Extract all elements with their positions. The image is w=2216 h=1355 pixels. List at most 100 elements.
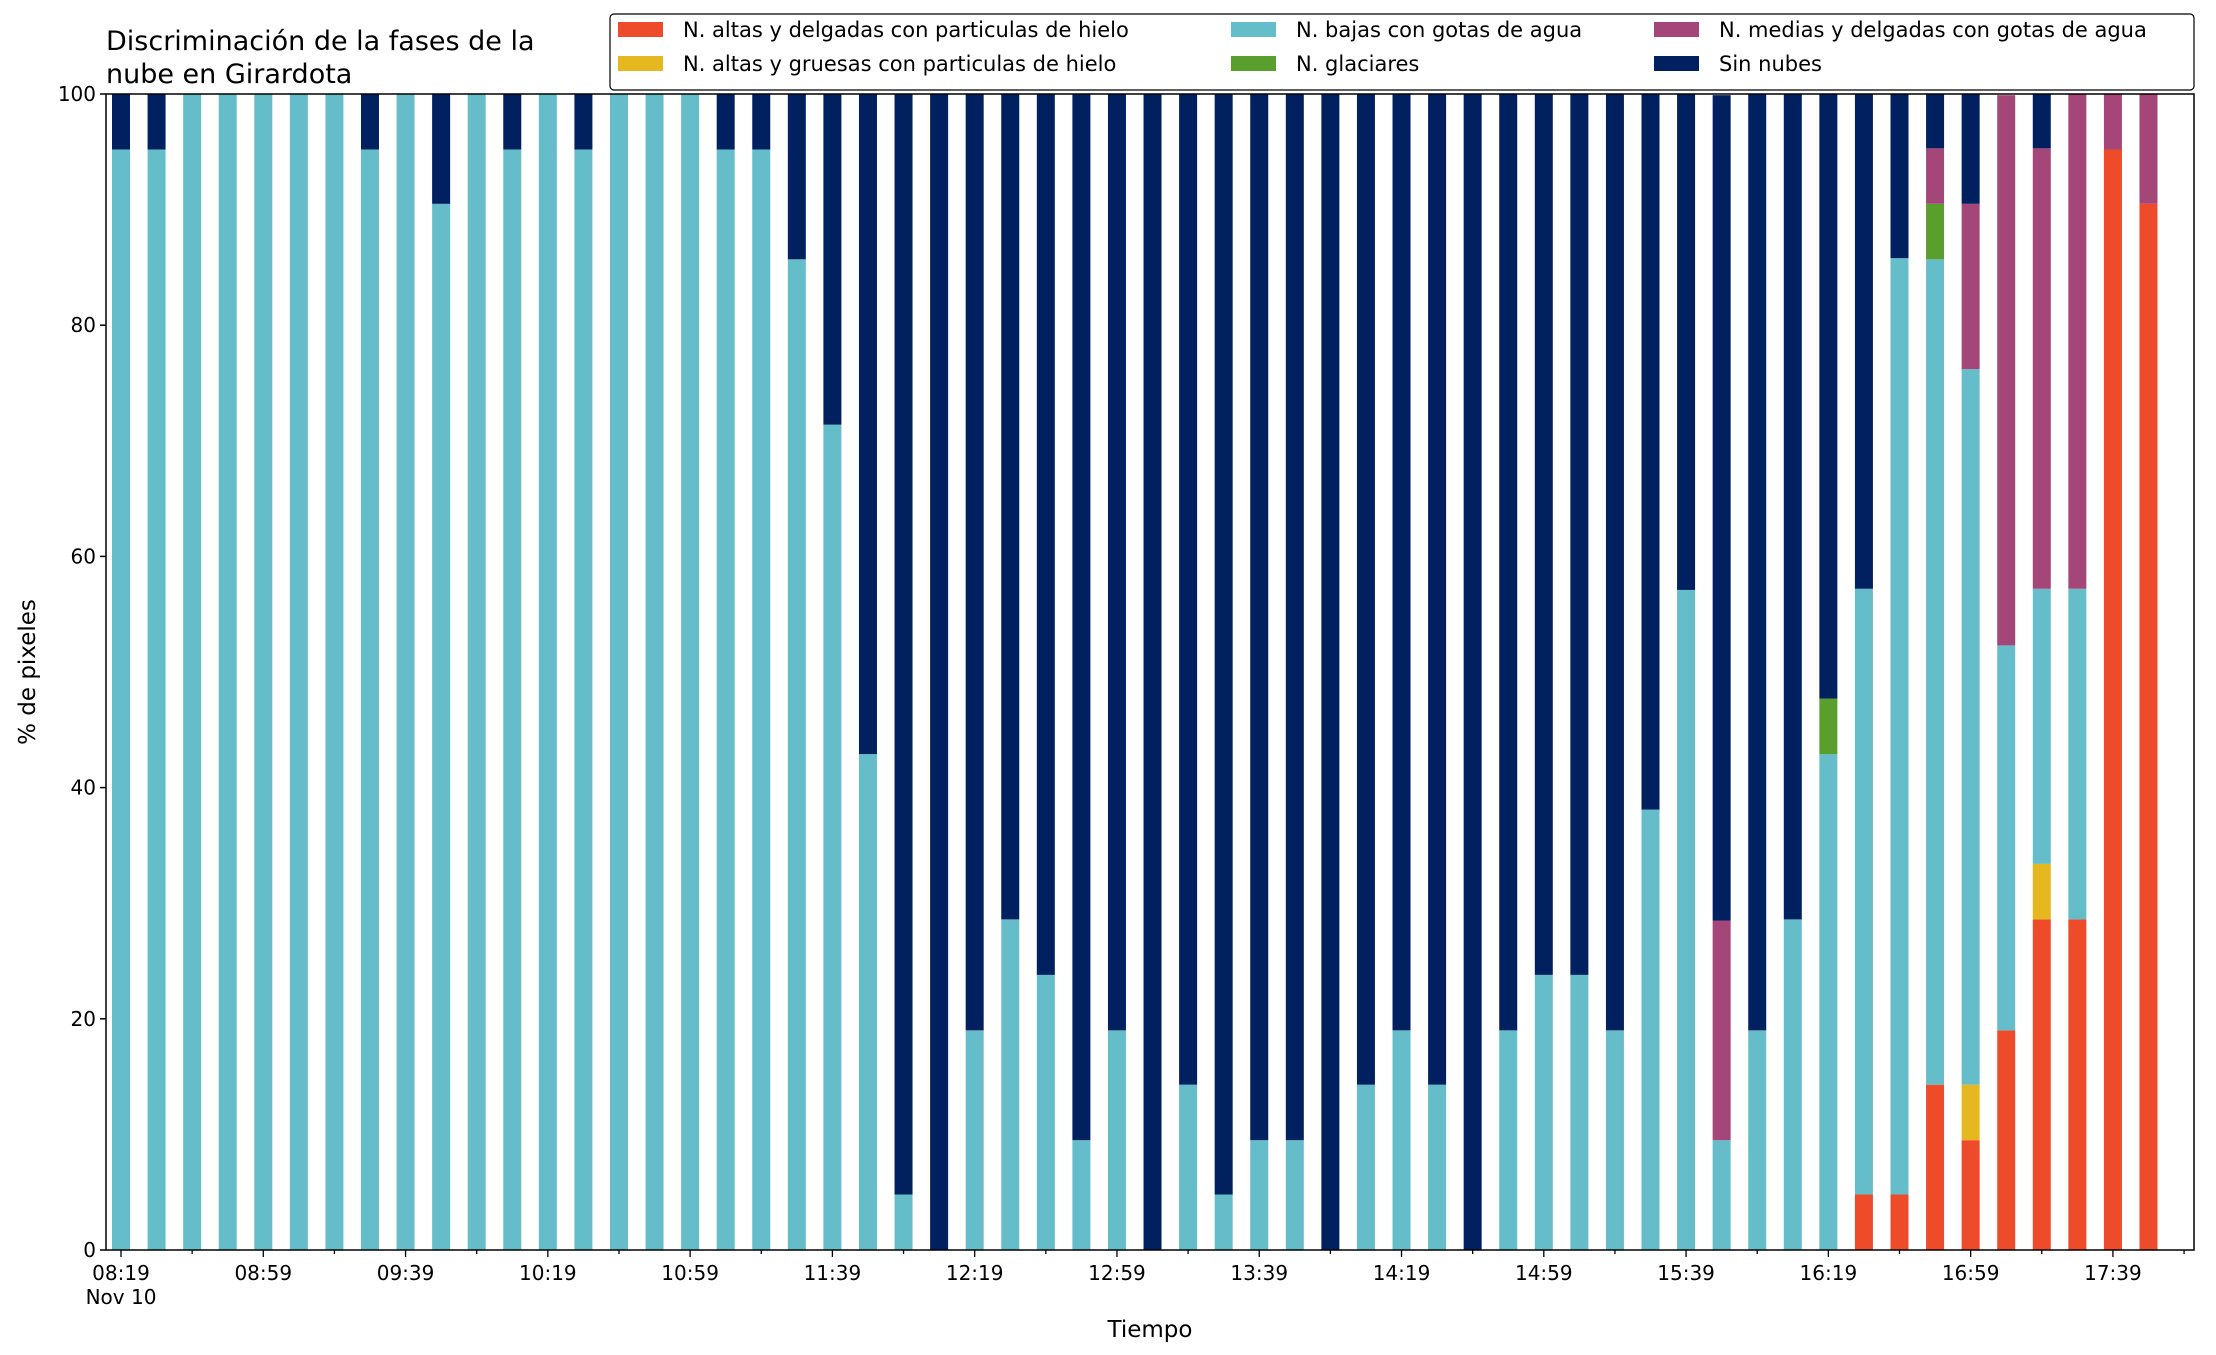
bar-segment-51-series-2: [1926, 259, 1945, 1085]
bar-segment-19-series-2: [787, 259, 806, 1250]
bar-segment-23-series-5: [930, 94, 949, 1250]
bar-segment-51-series-4: [1926, 148, 1945, 204]
bar-segment-15-series-2: [645, 94, 664, 1250]
bar-segment-25-series-2: [1001, 919, 1020, 1250]
bar-segment-47-series-5: [1783, 94, 1802, 920]
bar-segment-37-series-2: [1428, 1084, 1447, 1250]
bar-segment-26-series-2: [1036, 974, 1055, 1250]
bar-segment-30-series-2: [1179, 1084, 1198, 1250]
bar-segment-43-series-5: [1641, 94, 1660, 810]
y-tick-label: 40: [71, 776, 96, 800]
bar-segment-52-series-4: [1961, 203, 1980, 370]
y-tick-label: 0: [83, 1238, 96, 1262]
bar-segment-35-series-2: [1356, 1084, 1375, 1250]
bar-segment-54-series-4: [2032, 148, 2051, 589]
bar-segment-27-series-2: [1072, 1140, 1091, 1250]
bar-segment-54-series-2: [2032, 588, 2051, 864]
legend-label: N. altas y delgadas con particulas de hi…: [683, 18, 1129, 42]
chart-title-line-2: nube en Girardota: [106, 59, 352, 90]
x-tick-label: 13:39: [1230, 1261, 1288, 1285]
bar-segment-41-series-2: [1570, 974, 1589, 1250]
x-axis-label: Tiempo: [1107, 1317, 1193, 1343]
bar-segment-49-series-2: [1854, 588, 1873, 1195]
x-tick-label: 09:39: [377, 1261, 435, 1285]
bar-segment-14-series-2: [609, 94, 628, 1250]
bar-segment-48-series-3: [1819, 698, 1838, 755]
x-tick-label: 08:19: [92, 1261, 150, 1285]
bar-segment-1-series-5: [147, 94, 166, 150]
bar-segment-13-series-5: [574, 94, 593, 150]
bar-segment-57-series-4: [2139, 94, 2158, 204]
bar-segment-44-series-2: [1677, 589, 1696, 1250]
bar-segment-55-series-2: [2068, 588, 2087, 920]
x-tick-label: 12:19: [946, 1261, 1004, 1285]
bar-segment-32-series-2: [1250, 1140, 1269, 1250]
legend-box: [609, 13, 2195, 91]
bar-segment-52-series-5: [1961, 94, 1980, 204]
bar-segment-46-series-5: [1748, 94, 1767, 1031]
bar-segment-52-series-2: [1961, 369, 1980, 1085]
bar-segment-33-series-5: [1285, 94, 1304, 1141]
bar-segment-2-series-2: [183, 94, 202, 1250]
bar-segment-41-series-5: [1570, 94, 1589, 975]
bar-segment-45-series-4: [1712, 920, 1731, 1141]
bar-segment-52-series-0: [1961, 1140, 1980, 1250]
legend-label: N. bajas con gotas de agua: [1296, 18, 1582, 42]
bar-segment-7-series-5: [360, 94, 379, 150]
bar-segment-17-series-5: [716, 94, 735, 150]
bar-segment-54-series-1: [2032, 863, 2051, 920]
x-tick-label: 15:39: [1657, 1261, 1715, 1285]
bar-segment-42-series-2: [1605, 1030, 1624, 1250]
bar-segment-47-series-2: [1783, 919, 1802, 1250]
bar-segment-26-series-5: [1036, 94, 1055, 975]
bar-segment-55-series-4: [2068, 94, 2087, 589]
bar-segment-29-series-5: [1143, 94, 1162, 1250]
y-tick-label: 80: [71, 313, 96, 337]
bar-segment-40-series-5: [1534, 94, 1553, 975]
bar-segment-5-series-2: [289, 94, 308, 1250]
y-tick-label: 20: [71, 1007, 96, 1031]
bar-segment-48-series-2: [1819, 754, 1838, 1250]
bar-segment-32-series-5: [1250, 94, 1269, 1141]
bar-segment-11-series-5: [503, 94, 522, 150]
plot-frame: [105, 93, 2195, 1251]
bar-segment-51-series-5: [1926, 94, 1945, 149]
bar-segment-50-series-0: [1890, 1194, 1909, 1250]
bar-segment-50-series-2: [1890, 258, 1909, 1195]
legend-label: N. glaciares: [1296, 52, 1419, 76]
legend-label: Sin nubes: [1719, 52, 1822, 76]
legend-swatch: [618, 56, 663, 71]
bar-segment-27-series-5: [1072, 94, 1091, 1141]
bar-segment-31-series-5: [1214, 94, 1233, 1195]
bar-segment-1-series-2: [147, 149, 166, 1251]
bar-segment-50-series-5: [1890, 94, 1909, 259]
bar-segment-0-series-2: [112, 149, 130, 1251]
bar-segment-12-series-2: [538, 94, 557, 1250]
y-tick-label: 60: [71, 544, 96, 568]
y-axis: 0 20 40 60 80 100: [58, 82, 106, 1262]
x-axis: 08:19 08:59 09:39 10:19 10:59 11:39 12:19 12:59…: [86, 1250, 2185, 1309]
bar-segment-36-series-5: [1392, 94, 1411, 1031]
bar-segment-8-series-2: [396, 94, 415, 1250]
bar-segment-55-series-0: [2068, 919, 2087, 1250]
bar-segment-33-series-2: [1285, 1140, 1304, 1250]
bar-segment-18-series-2: [752, 149, 771, 1251]
legend-label: N. medias y delgadas con gotas de agua: [1719, 18, 2147, 42]
bar-segment-6-series-2: [325, 94, 344, 1250]
x-tick-label: 16:19: [1800, 1261, 1858, 1285]
x-tick-label: 14:59: [1515, 1261, 1573, 1285]
bar-segment-40-series-2: [1534, 974, 1553, 1250]
bar-segment-51-series-0: [1926, 1084, 1945, 1250]
bar-segment-54-series-5: [2032, 94, 2051, 149]
bar-segment-48-series-5: [1819, 94, 1838, 699]
bar-segment-49-series-0: [1854, 1194, 1873, 1250]
bar-segment-22-series-5: [894, 94, 913, 1195]
bar-segment-35-series-5: [1356, 94, 1375, 1085]
bar-segment-24-series-2: [965, 1030, 984, 1250]
bar-segment-28-series-2: [1107, 1030, 1126, 1250]
legend-swatch: [618, 22, 663, 37]
bar-segment-30-series-5: [1179, 94, 1198, 1085]
bar-segment-57-series-0: [2139, 203, 2158, 1250]
bar-segment-7-series-2: [360, 149, 379, 1251]
